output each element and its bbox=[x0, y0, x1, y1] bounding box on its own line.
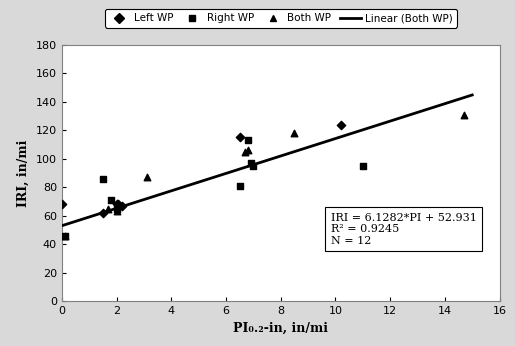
Point bbox=[235, 135, 244, 140]
Text: IRI = 6.1282*PI + 52.931
R² = 0.9245
N = 12: IRI = 6.1282*PI + 52.931 R² = 0.9245 N =… bbox=[331, 213, 477, 246]
Point bbox=[143, 174, 151, 180]
Point bbox=[107, 197, 115, 203]
Point bbox=[244, 147, 252, 153]
Point bbox=[337, 122, 345, 127]
Point bbox=[114, 201, 122, 207]
Point bbox=[115, 203, 124, 209]
Point bbox=[241, 149, 249, 154]
Point bbox=[112, 201, 121, 207]
Point bbox=[249, 163, 258, 169]
Legend: Left WP, Right WP, Both WP, Linear (Both WP): Left WP, Right WP, Both WP, Linear (Both… bbox=[105, 9, 457, 28]
Point bbox=[244, 137, 252, 143]
Point bbox=[235, 183, 244, 189]
Y-axis label: IRI, in/mi: IRI, in/mi bbox=[18, 139, 30, 207]
Point bbox=[58, 201, 66, 207]
Point bbox=[60, 233, 68, 238]
Point bbox=[99, 210, 107, 216]
Point bbox=[118, 203, 126, 209]
Point bbox=[290, 130, 299, 136]
Point bbox=[112, 209, 121, 214]
Point bbox=[112, 206, 121, 211]
Point bbox=[99, 176, 107, 181]
Point bbox=[460, 112, 468, 117]
Point bbox=[358, 163, 367, 169]
Point bbox=[60, 233, 68, 238]
Point bbox=[247, 160, 255, 166]
X-axis label: PI₀.₂-in, in/mi: PI₀.₂-in, in/mi bbox=[233, 321, 328, 335]
Point bbox=[104, 206, 112, 211]
